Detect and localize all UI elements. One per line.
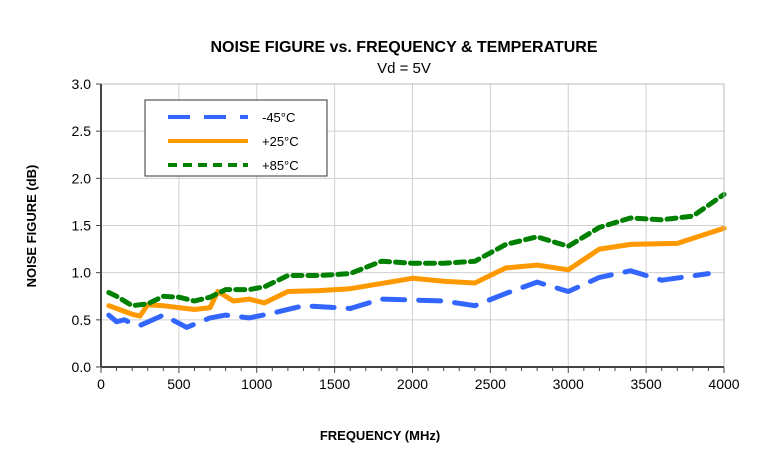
y-tick-label: 2.0 [72, 170, 92, 186]
y-tick-label: 0.5 [72, 312, 92, 328]
y-tick-label: 1.5 [72, 218, 92, 234]
x-tick-label: 2000 [397, 376, 428, 392]
x-tick-label: 4000 [708, 376, 739, 392]
legend-label-0: -45°C [262, 110, 295, 125]
y-tick-label: 0.0 [72, 359, 92, 375]
x-tick-label: 1500 [319, 376, 350, 392]
series-line-1 [106, 225, 727, 319]
y-tick-label: 2.5 [72, 123, 92, 139]
x-tick-label: 1000 [241, 376, 272, 392]
x-tick-label: 0 [97, 376, 105, 392]
chart-subtitle: Vd = 5V [377, 60, 431, 77]
legend-label-1: +25°C [262, 134, 299, 149]
series-line-2 [106, 191, 727, 309]
x-tick-label: 3000 [553, 376, 584, 392]
chart-title: NOISE FIGURE vs. FREQUENCY & TEMPERATURE [210, 39, 597, 56]
x-tick-label: 500 [167, 376, 191, 392]
legend: -45°C +25°C +85°C [144, 99, 328, 177]
x-tick-label: 2500 [475, 376, 506, 392]
y-tick-label: 1.0 [72, 265, 92, 281]
y-axis-label: NOISE FIGURE (dB) [24, 165, 39, 288]
x-tick-label: 3500 [631, 376, 662, 392]
y-tick-label: 3.0 [72, 76, 92, 92]
x-axis-label: FREQUENCY (MHz) [320, 428, 440, 443]
series-line-0 [106, 268, 711, 330]
legend-label-2: +85°C [262, 158, 299, 173]
